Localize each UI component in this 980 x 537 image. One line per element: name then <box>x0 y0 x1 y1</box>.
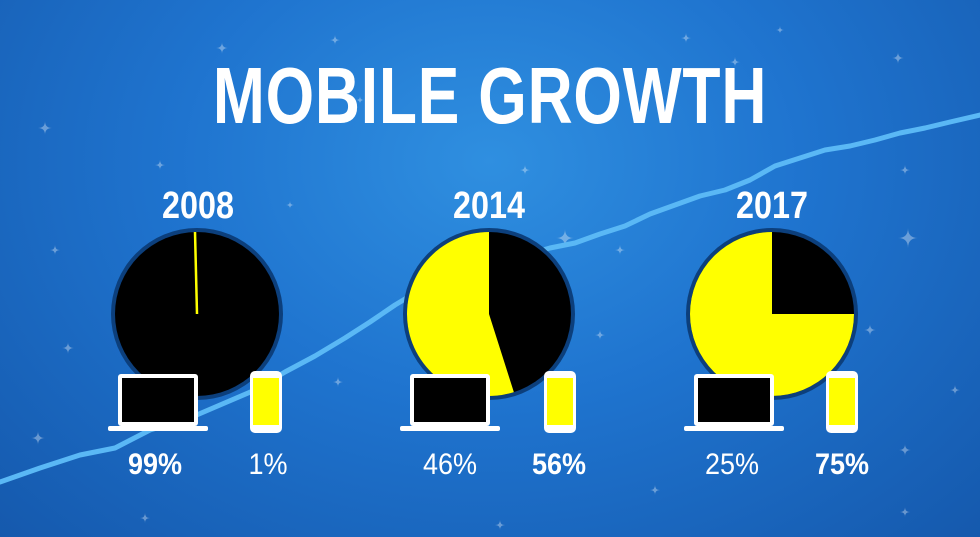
laptop-icon <box>684 374 784 431</box>
pie-slice-mobile-2014 <box>406 232 514 397</box>
pie-2017 <box>686 228 858 400</box>
year-label-2017: 2017 <box>736 185 808 227</box>
pie-slice-mobile-2008 <box>193 231 199 315</box>
desktop-percent-2014: 46% <box>422 448 478 481</box>
sparkle-icon <box>495 520 505 530</box>
smartphone-icon <box>250 371 282 433</box>
sparkle-icon <box>615 245 625 255</box>
sparkle-icon <box>595 330 605 340</box>
sparkle-icon <box>330 35 340 45</box>
sparkle-icon <box>31 431 45 445</box>
sparkle-icon <box>140 513 150 523</box>
sparkle-icon <box>899 444 911 456</box>
sparkle-icon <box>681 33 691 43</box>
sparkle-icon <box>776 26 784 34</box>
chart-title: MOBILE GROWTH <box>212 51 768 140</box>
year-label-2014: 2014 <box>453 185 525 227</box>
sparkle-icon <box>333 377 343 387</box>
sparkle-icon <box>900 507 910 517</box>
sparkle-icon <box>50 245 60 255</box>
pie-2014 <box>403 228 575 400</box>
sparkle-icon <box>650 485 660 495</box>
laptop-icon <box>400 374 500 431</box>
pie-slice-mobile-2017 <box>690 232 854 396</box>
sparkle-icon <box>38 121 52 135</box>
sparkle-icon <box>286 201 294 209</box>
laptop-icon <box>108 374 208 431</box>
sparkle-icon <box>356 96 364 104</box>
sparkle-icon <box>216 42 228 54</box>
desktop-percent-2008: 99% <box>127 448 183 481</box>
year-label-2008: 2008 <box>162 185 234 227</box>
sparkle-icon <box>898 228 918 248</box>
mobile-percent-2014: 56% <box>531 448 587 481</box>
smartphone-icon <box>826 371 858 433</box>
mobile-percent-2017: 75% <box>814 448 870 481</box>
sparkle-icon <box>730 57 740 67</box>
sparkle-icon <box>864 324 876 336</box>
desktop-percent-2017: 25% <box>704 448 760 481</box>
sparkle-icon <box>520 165 530 175</box>
mobile-percent-2008: 1% <box>248 448 288 481</box>
sparkle-icon <box>62 342 74 354</box>
sparkle-icon <box>900 165 910 175</box>
sparkle-icon <box>155 160 165 170</box>
sparkle-icon <box>892 52 904 64</box>
sparkle-icon <box>950 385 960 395</box>
smartphone-icon <box>544 371 576 433</box>
pie-2008 <box>111 228 283 400</box>
sparkle-icon <box>556 229 574 247</box>
